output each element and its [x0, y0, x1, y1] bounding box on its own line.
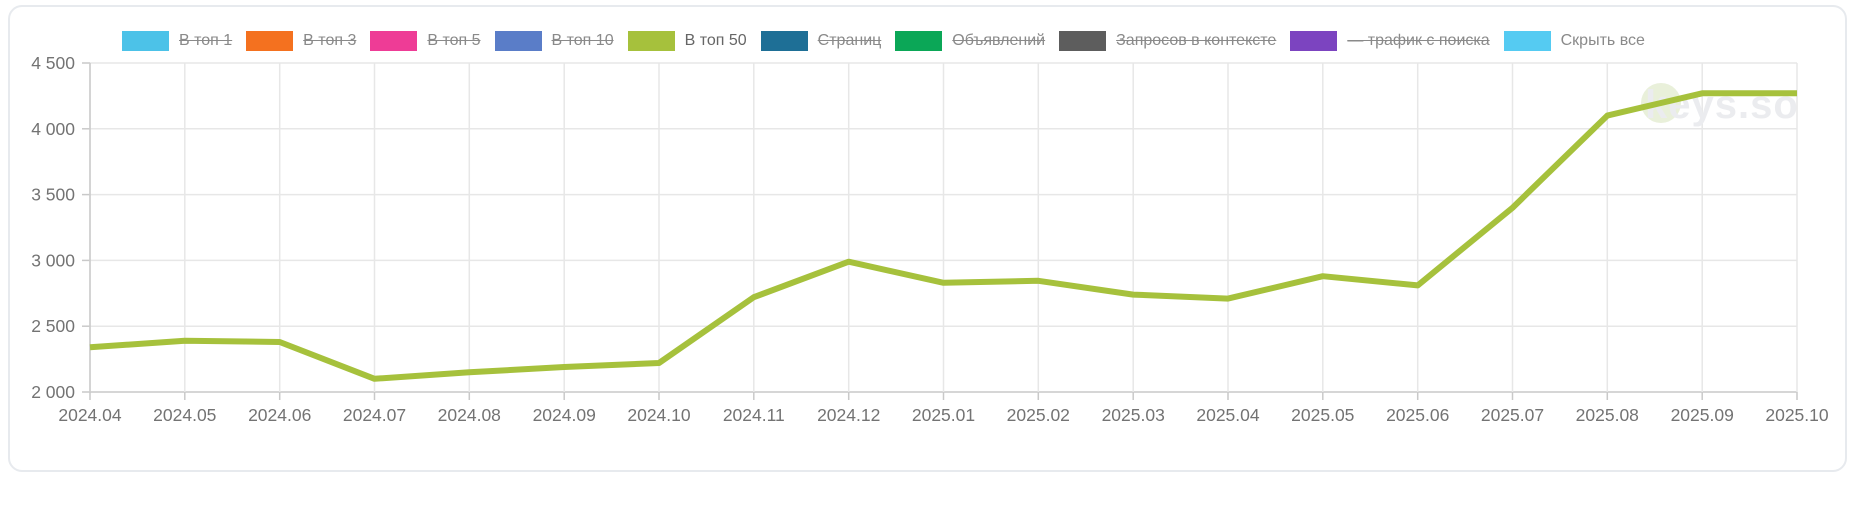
- chart-legend: В топ 1 В топ 3 В топ 5 В топ 10 В топ 5…: [122, 30, 1645, 51]
- svg-text:2025.06: 2025.06: [1386, 405, 1449, 425]
- legend-item-top3[interactable]: В топ 3: [246, 30, 356, 51]
- svg-text:2025.10: 2025.10: [1765, 405, 1829, 425]
- svg-text:3 500: 3 500: [31, 185, 75, 205]
- legend-item-top10[interactable]: В топ 10: [494, 30, 614, 51]
- legend-swatch: [370, 30, 418, 51]
- legend-swatch: [627, 30, 675, 51]
- legend-swatch: [760, 30, 808, 51]
- legend-item-top5[interactable]: В топ 5: [370, 30, 481, 51]
- svg-text:2024.11: 2024.11: [723, 405, 785, 425]
- legend-item-ads[interactable]: Объявлений: [895, 30, 1045, 51]
- svg-text:2024.07: 2024.07: [343, 405, 406, 425]
- legend-swatch: [246, 30, 294, 51]
- svg-text:2 500: 2 500: [31, 316, 75, 336]
- legend-swatch: [494, 30, 542, 51]
- svg-text:2024.06: 2024.06: [248, 405, 311, 425]
- legend-item-label: Страниц: [817, 32, 882, 49]
- keysso-watermark: keys.so: [1645, 83, 1799, 127]
- legend-item-context-queries[interactable]: Запросов в контексте: [1059, 30, 1276, 51]
- positions-dynamics-card: [8, 5, 1847, 472]
- svg-text:4 000: 4 000: [31, 119, 75, 139]
- legend-item-top1[interactable]: В топ 1: [122, 30, 232, 51]
- legend-item-label: В топ 3: [303, 32, 357, 49]
- legend-item-label: В топ 50: [684, 32, 747, 49]
- svg-text:4 500: 4 500: [31, 53, 75, 73]
- legend-item-hide-all[interactable]: Скрыть все: [1503, 30, 1645, 51]
- svg-text:2024.08: 2024.08: [438, 405, 501, 425]
- svg-text:2025.05: 2025.05: [1291, 405, 1354, 425]
- legend-item-search-traffic[interactable]: — трафик с поиска: [1290, 30, 1490, 51]
- series-line-top50: [89, 90, 1797, 382]
- legend-swatch: [122, 30, 169, 51]
- legend-swatch: [895, 30, 943, 51]
- svg-text:2025.03: 2025.03: [1102, 405, 1165, 425]
- legend-item-label: Скрыть все: [1560, 32, 1645, 49]
- legend-item-label: В топ 10: [551, 32, 614, 49]
- svg-text:2025.08: 2025.08: [1576, 405, 1639, 425]
- legend-swatch: [1059, 30, 1107, 51]
- legend-item-label: — трафик с поиска: [1347, 32, 1490, 49]
- legend-item-label: В топ 1: [179, 32, 233, 49]
- svg-text:3 000: 3 000: [31, 250, 75, 270]
- legend-item-pages[interactable]: Страниц: [760, 30, 882, 51]
- legend-item-top50[interactable]: В топ 50: [627, 30, 747, 51]
- svg-text:2025.02: 2025.02: [1007, 405, 1070, 425]
- svg-text:2024.10: 2024.10: [627, 405, 691, 425]
- svg-text:2024.05: 2024.05: [153, 405, 216, 425]
- svg-text:2025.07: 2025.07: [1481, 405, 1544, 425]
- legend-swatch: [1503, 30, 1551, 51]
- svg-text:2025.09: 2025.09: [1671, 405, 1734, 425]
- legend-item-label: Объявлений: [952, 32, 1046, 49]
- legend-swatch: [1290, 30, 1338, 51]
- svg-text:2024.04: 2024.04: [58, 405, 122, 425]
- legend-item-label: В топ 5: [427, 32, 481, 49]
- svg-text:2 000: 2 000: [31, 382, 75, 402]
- svg-text:2024.09: 2024.09: [533, 405, 596, 425]
- svg-text:2025.01: 2025.01: [912, 405, 975, 425]
- svg-text:2025.04: 2025.04: [1196, 405, 1260, 425]
- legend-item-label: Запросов в контексте: [1116, 32, 1277, 49]
- svg-text:2024.12: 2024.12: [817, 405, 880, 425]
